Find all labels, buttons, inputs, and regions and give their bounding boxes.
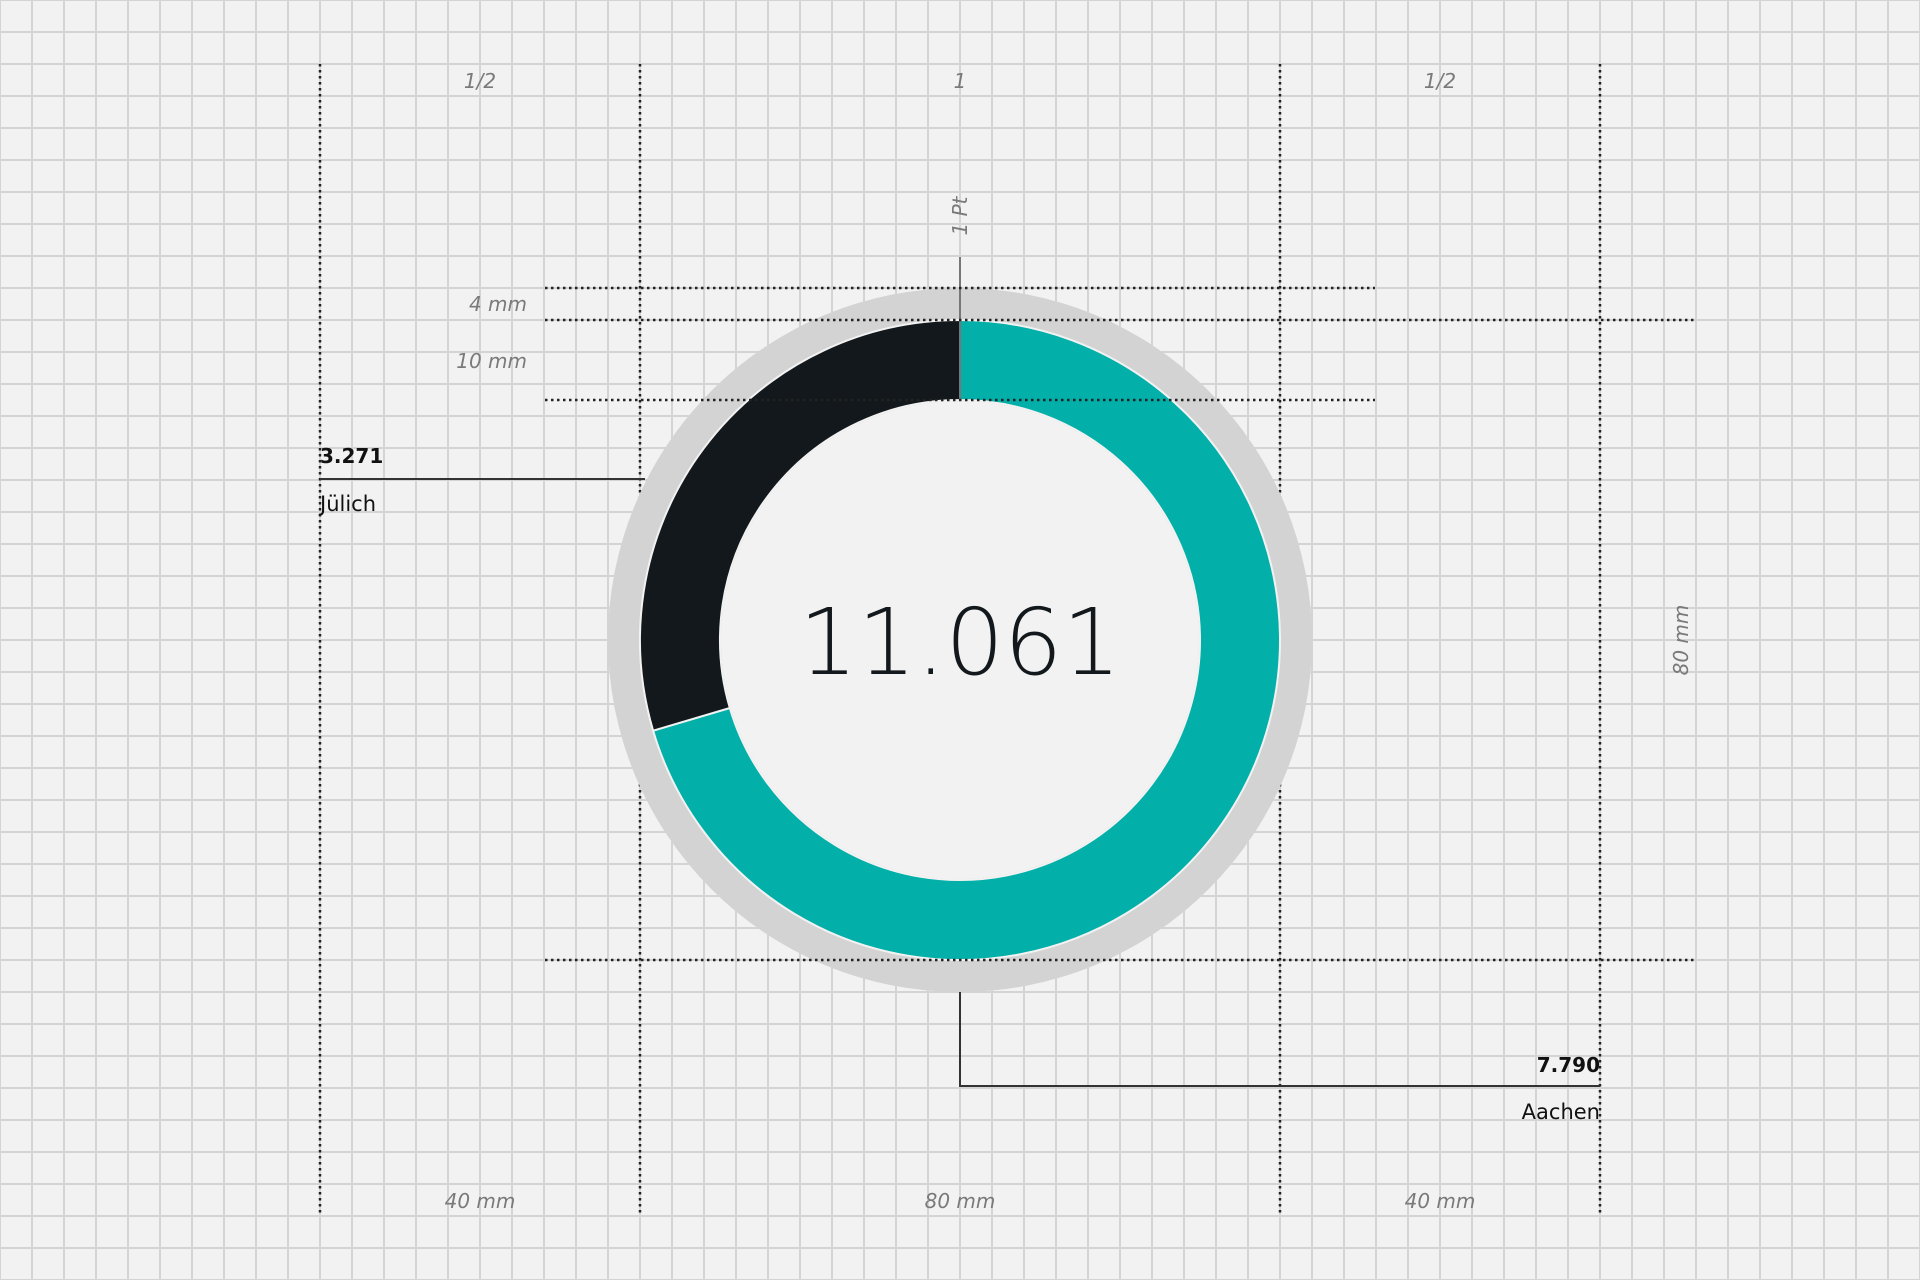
callout-line-aachen — [959, 992, 1600, 1087]
slice-label-julich: Jülich — [318, 492, 376, 516]
donut-hole — [721, 401, 1199, 879]
total-value: 11.061 — [799, 589, 1121, 696]
width-label-left: 40 mm — [445, 1189, 516, 1213]
stroke-label: 1 Pt — [948, 195, 972, 235]
guide-lines-horizontal — [545, 286, 1696, 962]
callout-julich: 3.271 Jülich — [318, 444, 645, 516]
halo-width-label: 4 mm — [469, 292, 527, 316]
donut-slices — [639, 318, 1281, 961]
donut-slice-aachen — [651, 318, 1281, 961]
col-label-left: 1/2 — [464, 69, 496, 93]
col-label-right: 1/2 — [1424, 69, 1456, 93]
slice-value-julich: 3.271 — [320, 444, 383, 468]
callout-aachen: 7.790 Aachen — [959, 992, 1600, 1124]
width-label-right: 40 mm — [1405, 1189, 1476, 1213]
width-label-center: 80 mm — [925, 1189, 996, 1213]
slice-label-aachen: Aachen — [1522, 1100, 1600, 1124]
donut-slice-jlich — [639, 318, 961, 732]
col-label-center: 1 — [954, 69, 967, 93]
height-label: 80 mm — [1669, 605, 1693, 676]
ring-width-label: 10 mm — [456, 349, 527, 373]
slice-value-aachen: 7.790 — [1537, 1053, 1600, 1077]
